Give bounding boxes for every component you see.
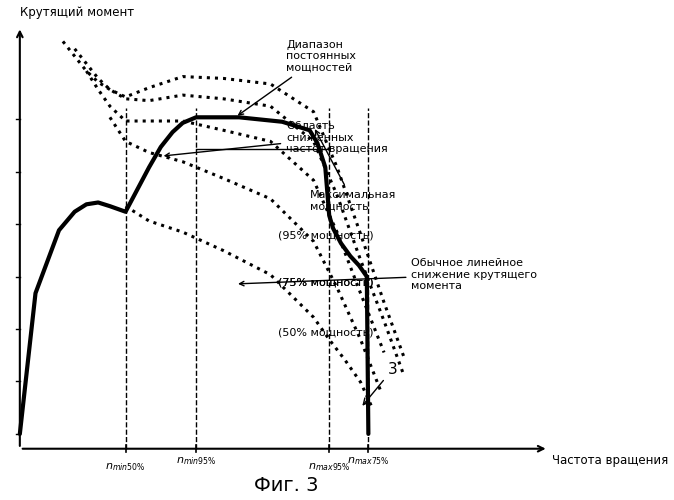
Text: (95% мощность): (95% мощность) bbox=[278, 231, 374, 241]
Text: $n_{max75\%}$: $n_{max75\%}$ bbox=[347, 456, 390, 467]
Text: $n_{min95\%}$: $n_{min95\%}$ bbox=[176, 456, 216, 467]
Text: 3: 3 bbox=[363, 362, 398, 405]
Text: Область
сниженных
частот вращения: Область сниженных частот вращения bbox=[165, 121, 388, 158]
Text: Максимальная
мощность: Максимальная мощность bbox=[309, 130, 396, 212]
Text: $n_{min50\%}$: $n_{min50\%}$ bbox=[105, 462, 146, 473]
Text: Диапазон
постоянных
мощностей: Диапазон постоянных мощностей bbox=[239, 40, 356, 115]
Text: (50% мощность): (50% мощность) bbox=[278, 327, 374, 337]
Text: Крутящий момент: Крутящий момент bbox=[20, 6, 134, 19]
Text: (75% мощность): (75% мощность) bbox=[278, 277, 374, 287]
Text: (75% мощность): (75% мощность) bbox=[278, 277, 374, 287]
Text: Частота вращения: Частота вращения bbox=[553, 454, 669, 468]
Text: $n_{max95\%}$: $n_{max95\%}$ bbox=[308, 462, 350, 473]
Text: Фиг. 3: Фиг. 3 bbox=[254, 476, 318, 496]
Text: Обычное линейное
снижение крутящего
момента: Обычное линейное снижение крутящего моме… bbox=[239, 258, 537, 292]
